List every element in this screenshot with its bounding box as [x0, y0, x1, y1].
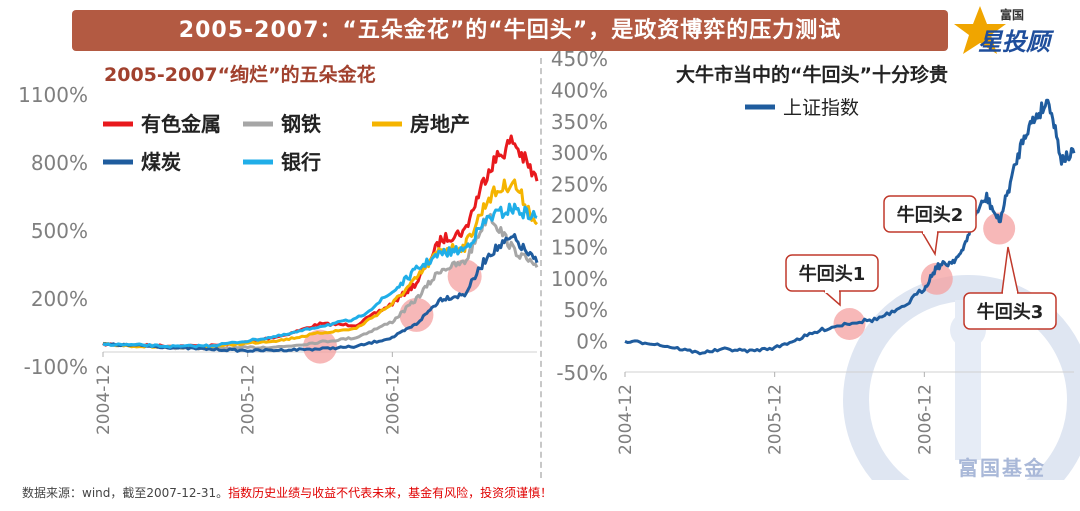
left-chart-title: 2005-2007“绚烂”的五朵金花	[104, 64, 376, 86]
callout-pointer	[920, 231, 939, 257]
brand-main-text: 星投顾	[978, 28, 1050, 56]
star-icon	[954, 6, 1006, 54]
y-tick-label: 50%	[564, 298, 608, 322]
highlight-circle	[303, 329, 337, 364]
y-tick-label: 500%	[31, 219, 88, 243]
right-chart-title: 大牛市当中的“牛回头”十分珍贵	[676, 64, 948, 86]
brand-logo: 富国 星投顾	[950, 2, 1070, 58]
callout-join	[1003, 291, 1017, 295]
brand-top-text: 富国	[1000, 8, 1025, 22]
series-line	[102, 233, 539, 353]
x-tick-label: 2004-12	[94, 364, 114, 435]
y-tick-label: 0%	[576, 330, 608, 354]
y-tick-label: 100%	[551, 267, 608, 291]
callout-pointer	[1001, 246, 1019, 294]
footer-note: 数据来源：wind，截至2007-12-31。指数历史业绩与收益不代表未来，基金…	[22, 484, 552, 501]
x-tick-label: 2005-12	[239, 364, 259, 435]
callout-label: 牛回头2	[897, 204, 964, 226]
y-tick-label: -50%	[556, 361, 608, 385]
x-tick-label: 2004-12	[616, 384, 636, 455]
charts-canvas: -100% 200% 500% 800% 1100% 2004-12 2005-12 2006…	[18, 47, 1080, 480]
footer-warning: 指数历史业绩与收益不代表未来，基金有风险，投资须谨慎！	[228, 486, 553, 500]
y-tick-label: 150%	[551, 235, 608, 259]
left-line-chart: -100% 200% 500% 800% 1100% 2004-12 2005-12 2006…	[18, 83, 539, 435]
y-tick-label: 250%	[551, 173, 608, 197]
highlight-circle	[983, 212, 1016, 245]
callout-join	[825, 289, 839, 293]
chart-divider	[540, 58, 542, 478]
right-line-chart: -50% 0% 50% 100% 150% 200% 250% 300% 350% 400% 450…	[551, 47, 1076, 455]
callout-join	[923, 230, 937, 234]
x-tick-label: 2005-12	[766, 384, 786, 455]
legend-label: 银行	[281, 150, 321, 174]
highlight-circle	[399, 297, 434, 332]
y-tick-label: 200%	[31, 287, 88, 311]
legend-label: 钢铁	[281, 112, 321, 136]
callout-label: 牛回头1	[799, 263, 866, 285]
callout-label: 牛回头3	[977, 301, 1044, 323]
x-tick-label: 2006-12	[383, 364, 403, 435]
y-tick-label: 400%	[551, 78, 608, 102]
callout-pointer	[822, 290, 841, 307]
y-tick-label: -100%	[24, 355, 88, 379]
legend-label: 上证指数	[783, 97, 859, 119]
highlight-circle	[447, 259, 482, 294]
y-tick-label: 450%	[551, 47, 608, 71]
y-tick-label: 200%	[551, 204, 608, 228]
legend-label: 煤炭	[141, 150, 181, 174]
footer-source: 数据来源：wind，截至2007-12-31。	[22, 486, 229, 500]
legend-label: 有色金属	[141, 112, 221, 136]
series-line	[102, 202, 538, 349]
series-line	[624, 98, 1076, 356]
highlight-circle	[920, 262, 953, 295]
watermark-ring	[843, 275, 1080, 480]
banner-title: 2005-2007：“五朵金花”的“牛回头”，是政资博弈的压力测试	[72, 10, 948, 51]
y-tick-label: 1100%	[18, 83, 88, 107]
y-tick-label: 350%	[551, 110, 608, 134]
x-tick-label: 2006-12	[915, 384, 935, 455]
y-tick-label: 300%	[551, 141, 608, 165]
y-tick-label: 800%	[31, 151, 88, 175]
watermark-text: 富国基金	[958, 456, 1046, 480]
legend-label: 房地产	[410, 112, 470, 136]
